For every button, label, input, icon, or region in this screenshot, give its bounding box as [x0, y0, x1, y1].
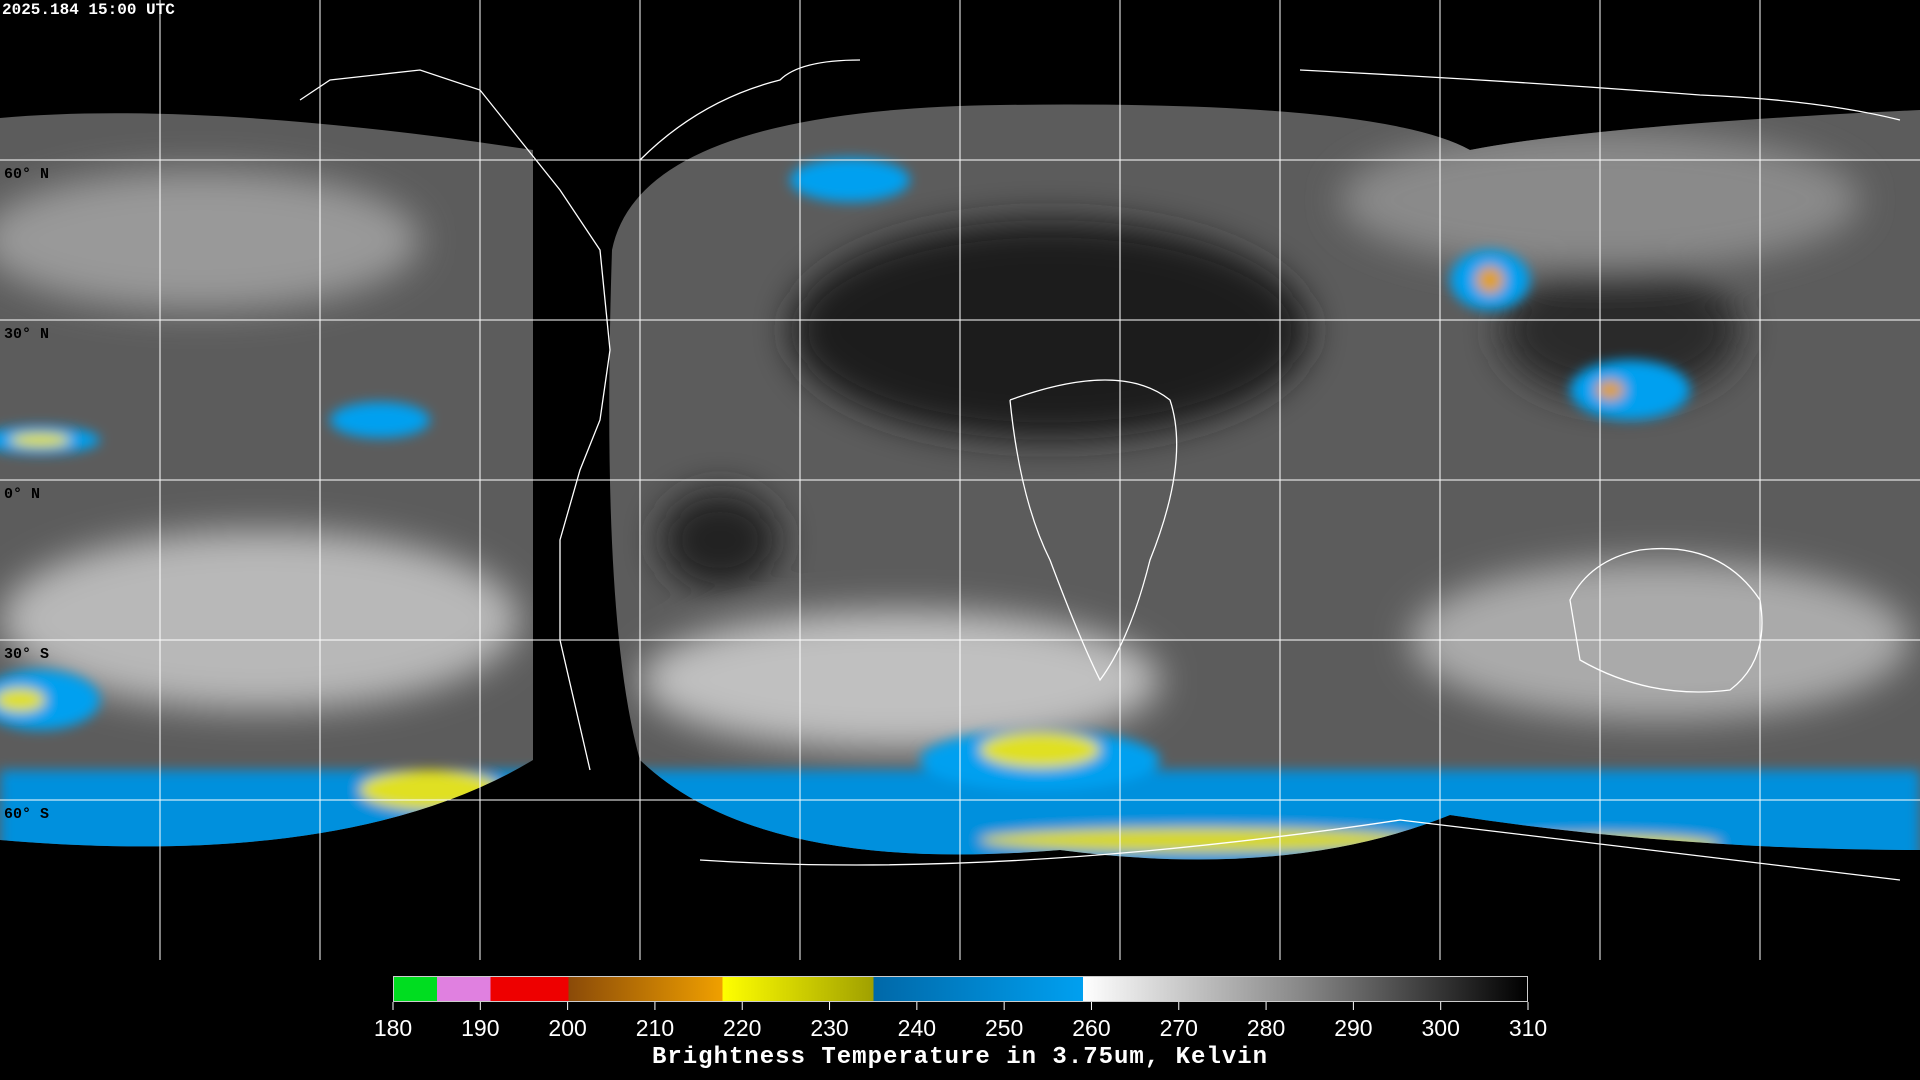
colorbar-tick-label: 230 [810, 1015, 848, 1041]
latitude-label: 60° S [4, 806, 49, 823]
latitude-label: 60° N [4, 166, 49, 183]
colorbar-tick-label: 300 [1422, 1015, 1460, 1041]
colorbar-tick-label: 240 [898, 1015, 936, 1041]
coastlines [299, 59, 1901, 881]
colorbar-ticks: 180 190 200 210 220 230 240 250 260 270 280 290 300 3… [374, 1002, 1547, 1041]
colorbar-tick-label: 200 [548, 1015, 586, 1041]
timestamp: 2025.184 15:00 UTC [2, 1, 175, 19]
colorbar-tick-label: 250 [985, 1015, 1023, 1041]
colorbar-tick-label: 190 [461, 1015, 499, 1041]
colorbar-tick-label: 290 [1334, 1015, 1372, 1041]
colorbar-tick-label: 180 [374, 1015, 412, 1041]
colorbar-tick-label: 310 [1509, 1015, 1547, 1041]
colorbar-tick-label: 270 [1160, 1015, 1198, 1041]
latitude-label: 30° S [4, 646, 49, 663]
colorbar-tick-label: 280 [1247, 1015, 1285, 1041]
latitude-label: 0° N [4, 486, 40, 503]
latitude-label: 30° N [4, 326, 49, 343]
colorbar-tick-label: 260 [1072, 1015, 1110, 1041]
graticule [0, 0, 1920, 960]
colorbar-title: Brightness Temperature in 3.75um, Kelvin [652, 1044, 1268, 1071]
colorbar-tick-label: 210 [636, 1015, 674, 1041]
latitude-labels: 60° N 30° N 0° N 30° S 60° S [4, 166, 49, 823]
colorbar-tick-label: 220 [723, 1015, 761, 1041]
colorbar [393, 976, 1528, 1002]
